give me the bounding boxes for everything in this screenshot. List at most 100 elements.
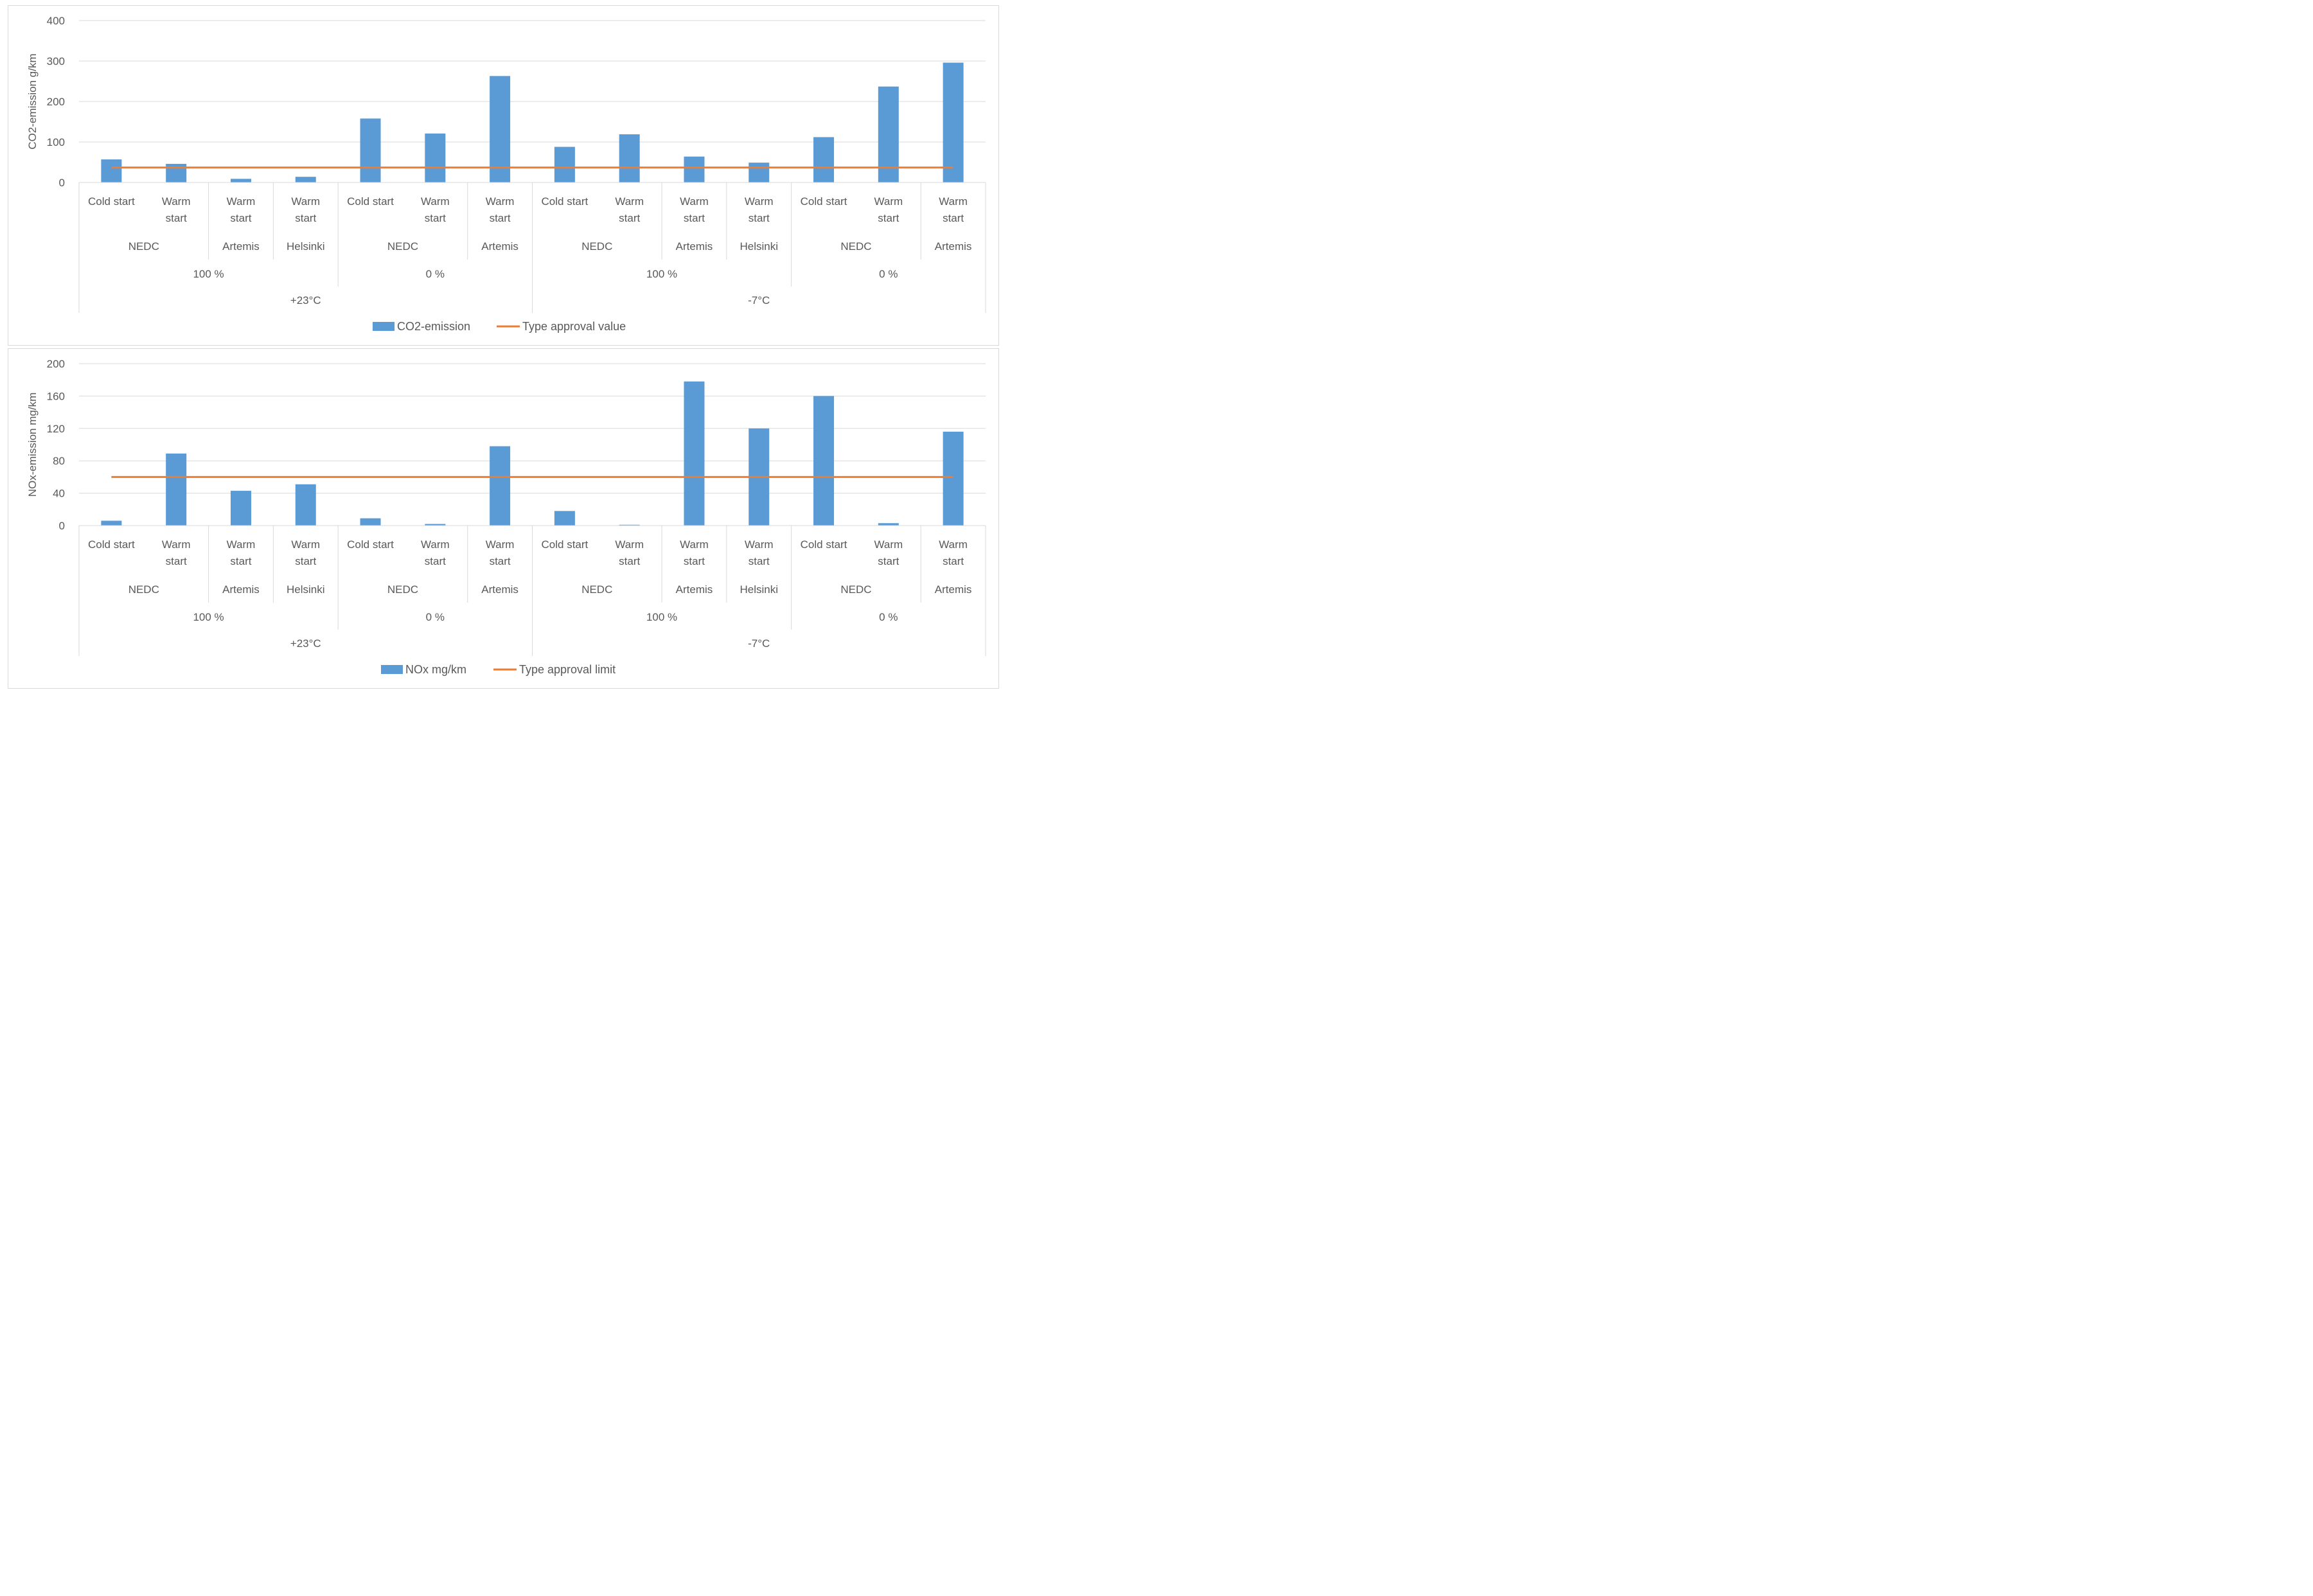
category-label: Warm start (486, 195, 515, 224)
charge-levels-label: 0 % (426, 611, 445, 623)
category-label-line: start (230, 555, 251, 567)
category-label: Warm start (227, 195, 256, 224)
y-axis-title: CO2-emission g/km (26, 53, 39, 149)
category-label-line: Warm (745, 195, 774, 208)
category-label: Warm start (874, 538, 903, 567)
category-label: Cold start (347, 538, 394, 551)
bar-10 (684, 156, 705, 182)
category-label: Warm start (291, 538, 320, 567)
cycles-label: Artemis (935, 240, 972, 253)
category-label-line: start (490, 555, 511, 567)
category-label-line: Warm (939, 538, 968, 551)
category-label-line: start (490, 212, 511, 224)
cycles-label: NEDC (128, 583, 159, 596)
bar-4 (295, 177, 316, 182)
bar-9 (619, 524, 640, 526)
bar-5 (360, 118, 381, 182)
bar-8 (554, 146, 575, 182)
category-label: Warm start (615, 195, 644, 224)
bar-14 (943, 431, 964, 526)
category-label-line: Warm (291, 195, 320, 208)
category-label-line: Warm (421, 538, 450, 551)
legend-label-bars: CO2-emission (397, 320, 470, 333)
bar-10 (684, 381, 705, 526)
category-label-line: Warm (615, 195, 644, 208)
bar-13 (878, 523, 899, 526)
charge-levels-label: 100 % (646, 268, 677, 280)
category-label: Cold start (801, 538, 847, 551)
bar-7 (490, 446, 511, 526)
category-label: Cold start (88, 538, 135, 551)
co2-emission-chart: 0 100 200 300 400 CO2-emission g/km Cold start… (26, 15, 986, 333)
category-label-line: Warm (162, 195, 191, 208)
category-label: Warm start (939, 538, 968, 567)
bar-7 (490, 76, 511, 182)
cycles-label: NEDC (387, 583, 418, 596)
cycles-label: Artemis (222, 583, 260, 596)
cycles-label: NEDC (840, 583, 871, 596)
cycles-label: Artemis (222, 240, 260, 253)
y-tick-label: 400 (47, 15, 65, 27)
cycles-label: Artemis (481, 583, 518, 596)
category-label-line: Warm (227, 538, 256, 551)
bar-13 (878, 86, 899, 182)
charge-levels-label: 0 % (426, 268, 445, 280)
category-label-line: start (684, 212, 705, 224)
legend-label-line: Type approval value (522, 320, 626, 333)
category-label-line: start (878, 555, 899, 567)
category-label: Warm start (615, 538, 644, 567)
y-tick-label: 200 (47, 358, 65, 370)
bar-11 (749, 163, 770, 182)
nox-chart-panel: 0 40 80 120 160 200 NOx-emission mg/km Cold sta… (8, 348, 999, 689)
category-label-line: Warm (939, 195, 968, 208)
bar-4 (295, 484, 316, 526)
bar-1 (101, 159, 122, 182)
y-tick-label: 300 (47, 55, 65, 67)
category-label-line: Warm (874, 195, 903, 208)
temperatures-label: +23°C (290, 294, 321, 306)
category-label-line: start (684, 555, 705, 567)
category-label: Cold start (542, 195, 589, 208)
bar-14 (943, 62, 964, 183)
y-tick-label: 200 (47, 96, 65, 108)
category-label: Warm start (421, 538, 450, 567)
category-label-line: start (943, 212, 964, 224)
category-label: Warm start (680, 195, 709, 224)
co2-chart-panel: 0 100 200 300 400 CO2-emission g/km Cold start… (8, 5, 999, 346)
bar-8 (554, 511, 575, 526)
category-label-line: start (878, 212, 899, 224)
category-label: Cold start (542, 538, 589, 551)
y-tick-label: 100 (47, 136, 65, 148)
cycles-label: Artemis (676, 240, 713, 253)
category-label: Warm start (291, 195, 320, 224)
category-label: Warm start (745, 195, 774, 224)
y-axis-title: NOx-emission mg/km (26, 393, 39, 497)
cycles-label: NEDC (128, 240, 159, 253)
cycles-label: Artemis (676, 583, 713, 596)
category-label-line: Warm (162, 538, 191, 551)
cycles-label: Helsinki (287, 240, 325, 253)
category-label: Warm start (874, 195, 903, 224)
y-tick-label: 120 (47, 423, 65, 435)
category-label: Cold start (801, 195, 847, 208)
bar-9 (619, 134, 640, 182)
cycles-label: NEDC (581, 240, 612, 253)
category-label: Warm start (680, 538, 709, 567)
category-label-line: start (619, 555, 640, 567)
category-label-line: Warm (291, 538, 320, 551)
cycles-label: Artemis (481, 240, 518, 253)
bar-2 (166, 453, 187, 526)
category-label: Warm start (421, 195, 450, 224)
charge-levels-label: 100 % (193, 268, 224, 280)
cycles-label: NEDC (840, 240, 871, 253)
category-label-line: start (749, 212, 770, 224)
bar-3 (230, 179, 251, 182)
category-label-line: start (425, 555, 446, 567)
charge-levels-label: 0 % (879, 611, 898, 623)
nox-emission-chart: 0 40 80 120 160 200 NOx-emission mg/km Cold sta… (26, 358, 986, 676)
category-label-line: start (166, 212, 187, 224)
category-label-line: Warm (874, 538, 903, 551)
cycles-label: Helsinki (740, 240, 778, 253)
y-tick-label: 0 (59, 520, 65, 532)
y-tick-label: 40 (53, 488, 65, 500)
